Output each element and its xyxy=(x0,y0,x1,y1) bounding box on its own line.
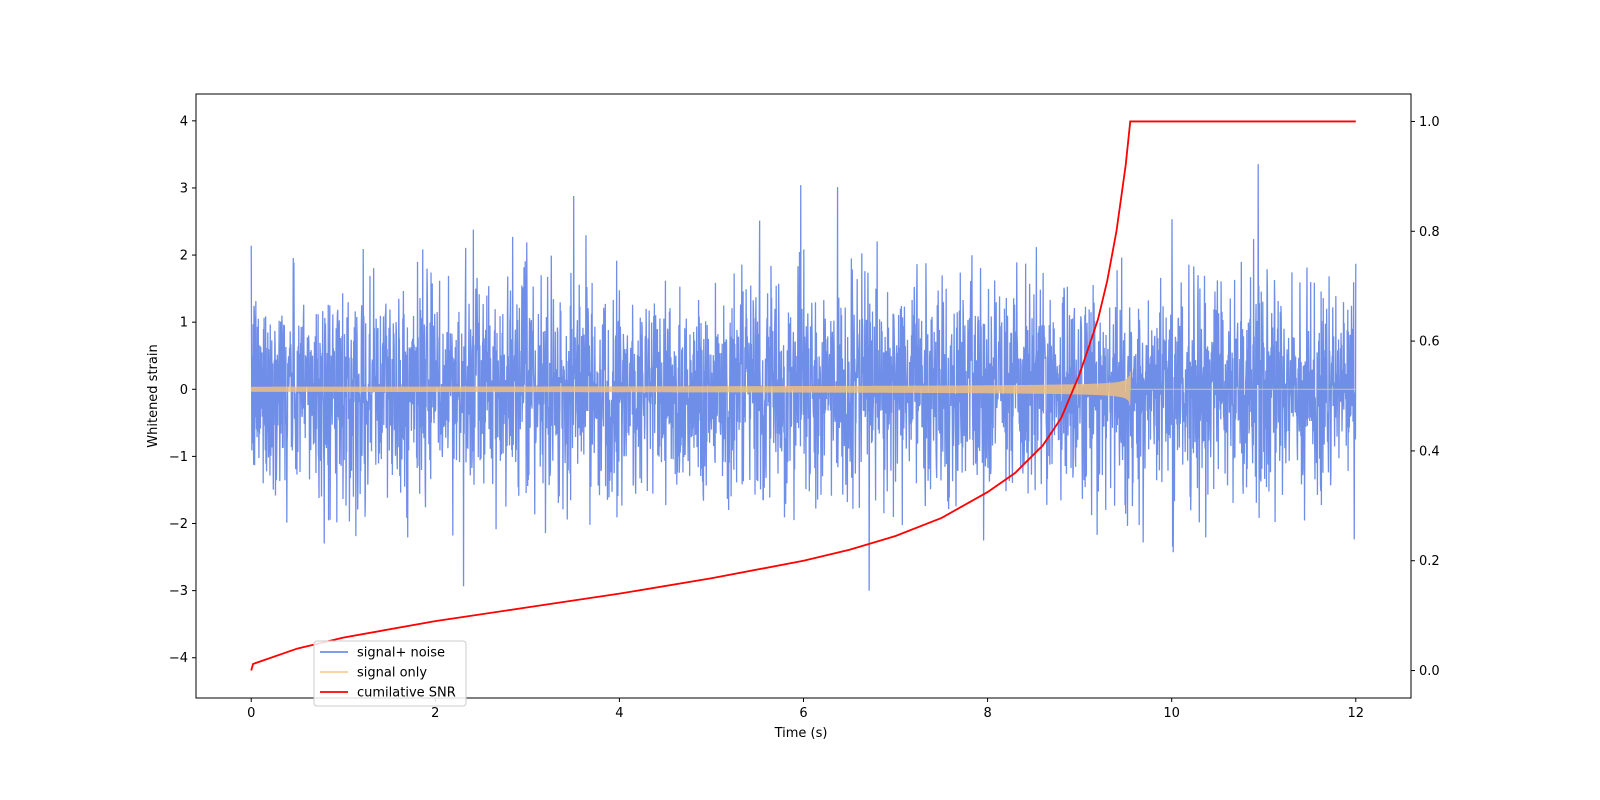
y-tick-label: 0 xyxy=(180,383,188,398)
y-right-tick-label: 0.8 xyxy=(1419,225,1440,240)
x-tick-label: 8 xyxy=(983,706,991,721)
y-tick-label: −4 xyxy=(169,651,188,666)
series-layer xyxy=(250,120,1357,671)
legend-label: signal only xyxy=(357,666,427,681)
series-cumulative-snr xyxy=(250,120,1356,671)
y-tick-label: −3 xyxy=(169,584,188,599)
legend-label: cumilative SNR xyxy=(357,686,456,701)
y-right-tick-label: 0.0 xyxy=(1419,664,1440,679)
legend: signal+ noise signal only cumilative SNR xyxy=(313,640,467,707)
x-axis-label: Time (s) xyxy=(774,726,828,741)
series-signal-only xyxy=(250,371,1356,406)
legend-label: signal+ noise xyxy=(357,646,445,661)
y-axis-label: Whitened strain xyxy=(146,344,161,447)
y-tick-label: 4 xyxy=(180,114,188,129)
x-tick-label: 2 xyxy=(431,706,439,721)
y-tick-label: 2 xyxy=(180,249,188,264)
y-axis-right: 0.0 0.2 0.4 0.6 0.8 1.0 xyxy=(1411,115,1440,679)
x-tick-label: 12 xyxy=(1347,706,1364,721)
y-right-tick-label: 1.0 xyxy=(1419,115,1440,130)
legend-box xyxy=(313,640,467,707)
series-signal-plus-noise xyxy=(250,164,1357,591)
x-tick-label: 6 xyxy=(799,706,807,721)
y-tick-label: −1 xyxy=(169,450,188,465)
y-right-tick-label: 0.4 xyxy=(1419,444,1440,459)
x-tick-label: 10 xyxy=(1163,706,1180,721)
x-tick-label: 0 xyxy=(247,706,255,721)
y-right-tick-label: 0.2 xyxy=(1419,554,1440,569)
y-tick-label: 3 xyxy=(180,181,188,196)
y-tick-label: 1 xyxy=(180,316,188,331)
x-tick-label: 4 xyxy=(615,706,623,721)
y-axis-left: −4 −3 −2 −1 0 1 2 3 4 xyxy=(169,114,196,666)
y-tick-label: −2 xyxy=(169,517,188,532)
y-right-tick-label: 0.6 xyxy=(1419,335,1440,350)
